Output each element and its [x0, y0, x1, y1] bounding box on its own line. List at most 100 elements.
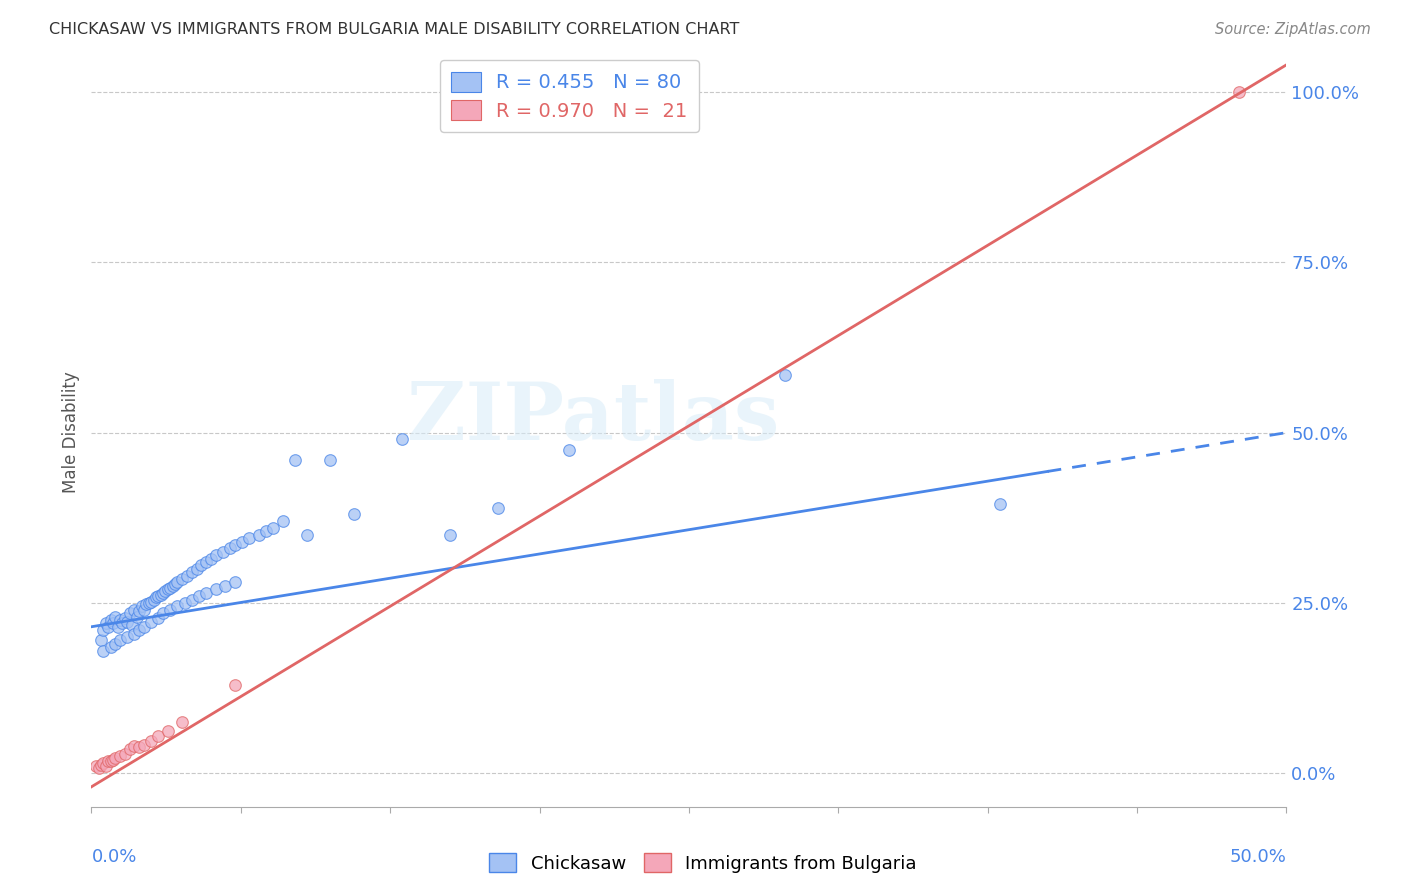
Point — [219, 541, 242, 556]
Point — [200, 551, 222, 566]
Point — [195, 585, 218, 599]
Point — [118, 606, 141, 620]
Point — [100, 640, 122, 655]
Point — [94, 759, 117, 773]
Point — [231, 534, 253, 549]
Point — [319, 453, 342, 467]
Point — [115, 615, 138, 629]
Point — [152, 585, 174, 599]
Point — [343, 508, 366, 522]
Point — [128, 623, 150, 637]
Text: Source: ZipAtlas.com: Source: ZipAtlas.com — [1215, 22, 1371, 37]
Point — [180, 566, 202, 580]
Point — [224, 575, 246, 590]
Point — [131, 599, 153, 614]
Point — [142, 592, 165, 607]
Point — [108, 633, 131, 648]
Point — [115, 630, 138, 644]
Legend: Chickasaw, Immigrants from Bulgaria: Chickasaw, Immigrants from Bulgaria — [482, 847, 924, 880]
Point — [121, 617, 143, 632]
Point — [214, 579, 236, 593]
Point — [118, 742, 141, 756]
Point — [187, 589, 211, 603]
Point — [149, 588, 172, 602]
Point — [132, 603, 155, 617]
Point — [104, 609, 127, 624]
Point — [295, 528, 318, 542]
Point — [166, 599, 188, 614]
Point — [204, 582, 226, 597]
Point — [90, 633, 112, 648]
Text: ZIPatlas: ZIPatlas — [408, 378, 779, 457]
Point — [148, 729, 170, 743]
Point — [124, 603, 146, 617]
Point — [163, 577, 186, 591]
Point — [108, 613, 131, 627]
Point — [94, 616, 117, 631]
Point — [262, 521, 284, 535]
Point — [238, 531, 260, 545]
Point — [104, 637, 127, 651]
Text: 0.0%: 0.0% — [91, 848, 136, 866]
Point — [180, 592, 202, 607]
Point — [148, 611, 170, 625]
Point — [195, 555, 218, 569]
Point — [204, 548, 226, 562]
Point — [108, 749, 131, 764]
Point — [132, 738, 155, 752]
Point — [224, 538, 246, 552]
Point — [101, 616, 124, 631]
Point — [284, 453, 307, 467]
Point — [773, 368, 796, 382]
Point — [159, 603, 181, 617]
Point — [190, 558, 212, 573]
Point — [271, 514, 294, 528]
Point — [141, 733, 162, 747]
Point — [988, 497, 1011, 511]
Point — [97, 754, 120, 768]
Point — [125, 609, 148, 624]
Point — [166, 575, 188, 590]
Point — [90, 758, 112, 772]
Point — [104, 751, 127, 765]
Point — [97, 620, 120, 634]
Point — [93, 623, 114, 637]
Point — [211, 545, 233, 559]
Point — [224, 678, 246, 692]
Point — [138, 596, 160, 610]
Point — [100, 613, 122, 627]
Point — [1227, 85, 1250, 99]
Point — [145, 591, 167, 605]
Point — [156, 582, 179, 597]
Point — [173, 596, 195, 610]
Point — [101, 753, 124, 767]
Point — [128, 740, 150, 755]
Point — [141, 615, 162, 629]
Point — [87, 761, 110, 775]
Point — [162, 579, 184, 593]
Point — [159, 581, 181, 595]
Point — [156, 723, 179, 738]
Point — [254, 524, 277, 539]
Point — [439, 528, 461, 542]
Point — [391, 433, 413, 447]
Point — [124, 626, 146, 640]
Point — [558, 442, 581, 457]
Point — [172, 715, 194, 730]
Point — [132, 620, 155, 634]
Point — [186, 562, 208, 576]
Point — [155, 583, 177, 598]
Point — [135, 597, 157, 611]
Y-axis label: Male Disability: Male Disability — [62, 372, 80, 493]
Point — [100, 754, 122, 768]
Point — [128, 604, 150, 618]
Point — [141, 594, 162, 608]
Point — [114, 747, 136, 761]
Text: 50.0%: 50.0% — [1230, 848, 1286, 866]
Point — [111, 616, 134, 631]
Legend: R = 0.455   N = 80, R = 0.970   N =  21: R = 0.455 N = 80, R = 0.970 N = 21 — [440, 60, 699, 132]
Point — [486, 500, 509, 515]
Point — [148, 589, 170, 603]
Point — [93, 643, 114, 657]
Point — [172, 572, 194, 586]
